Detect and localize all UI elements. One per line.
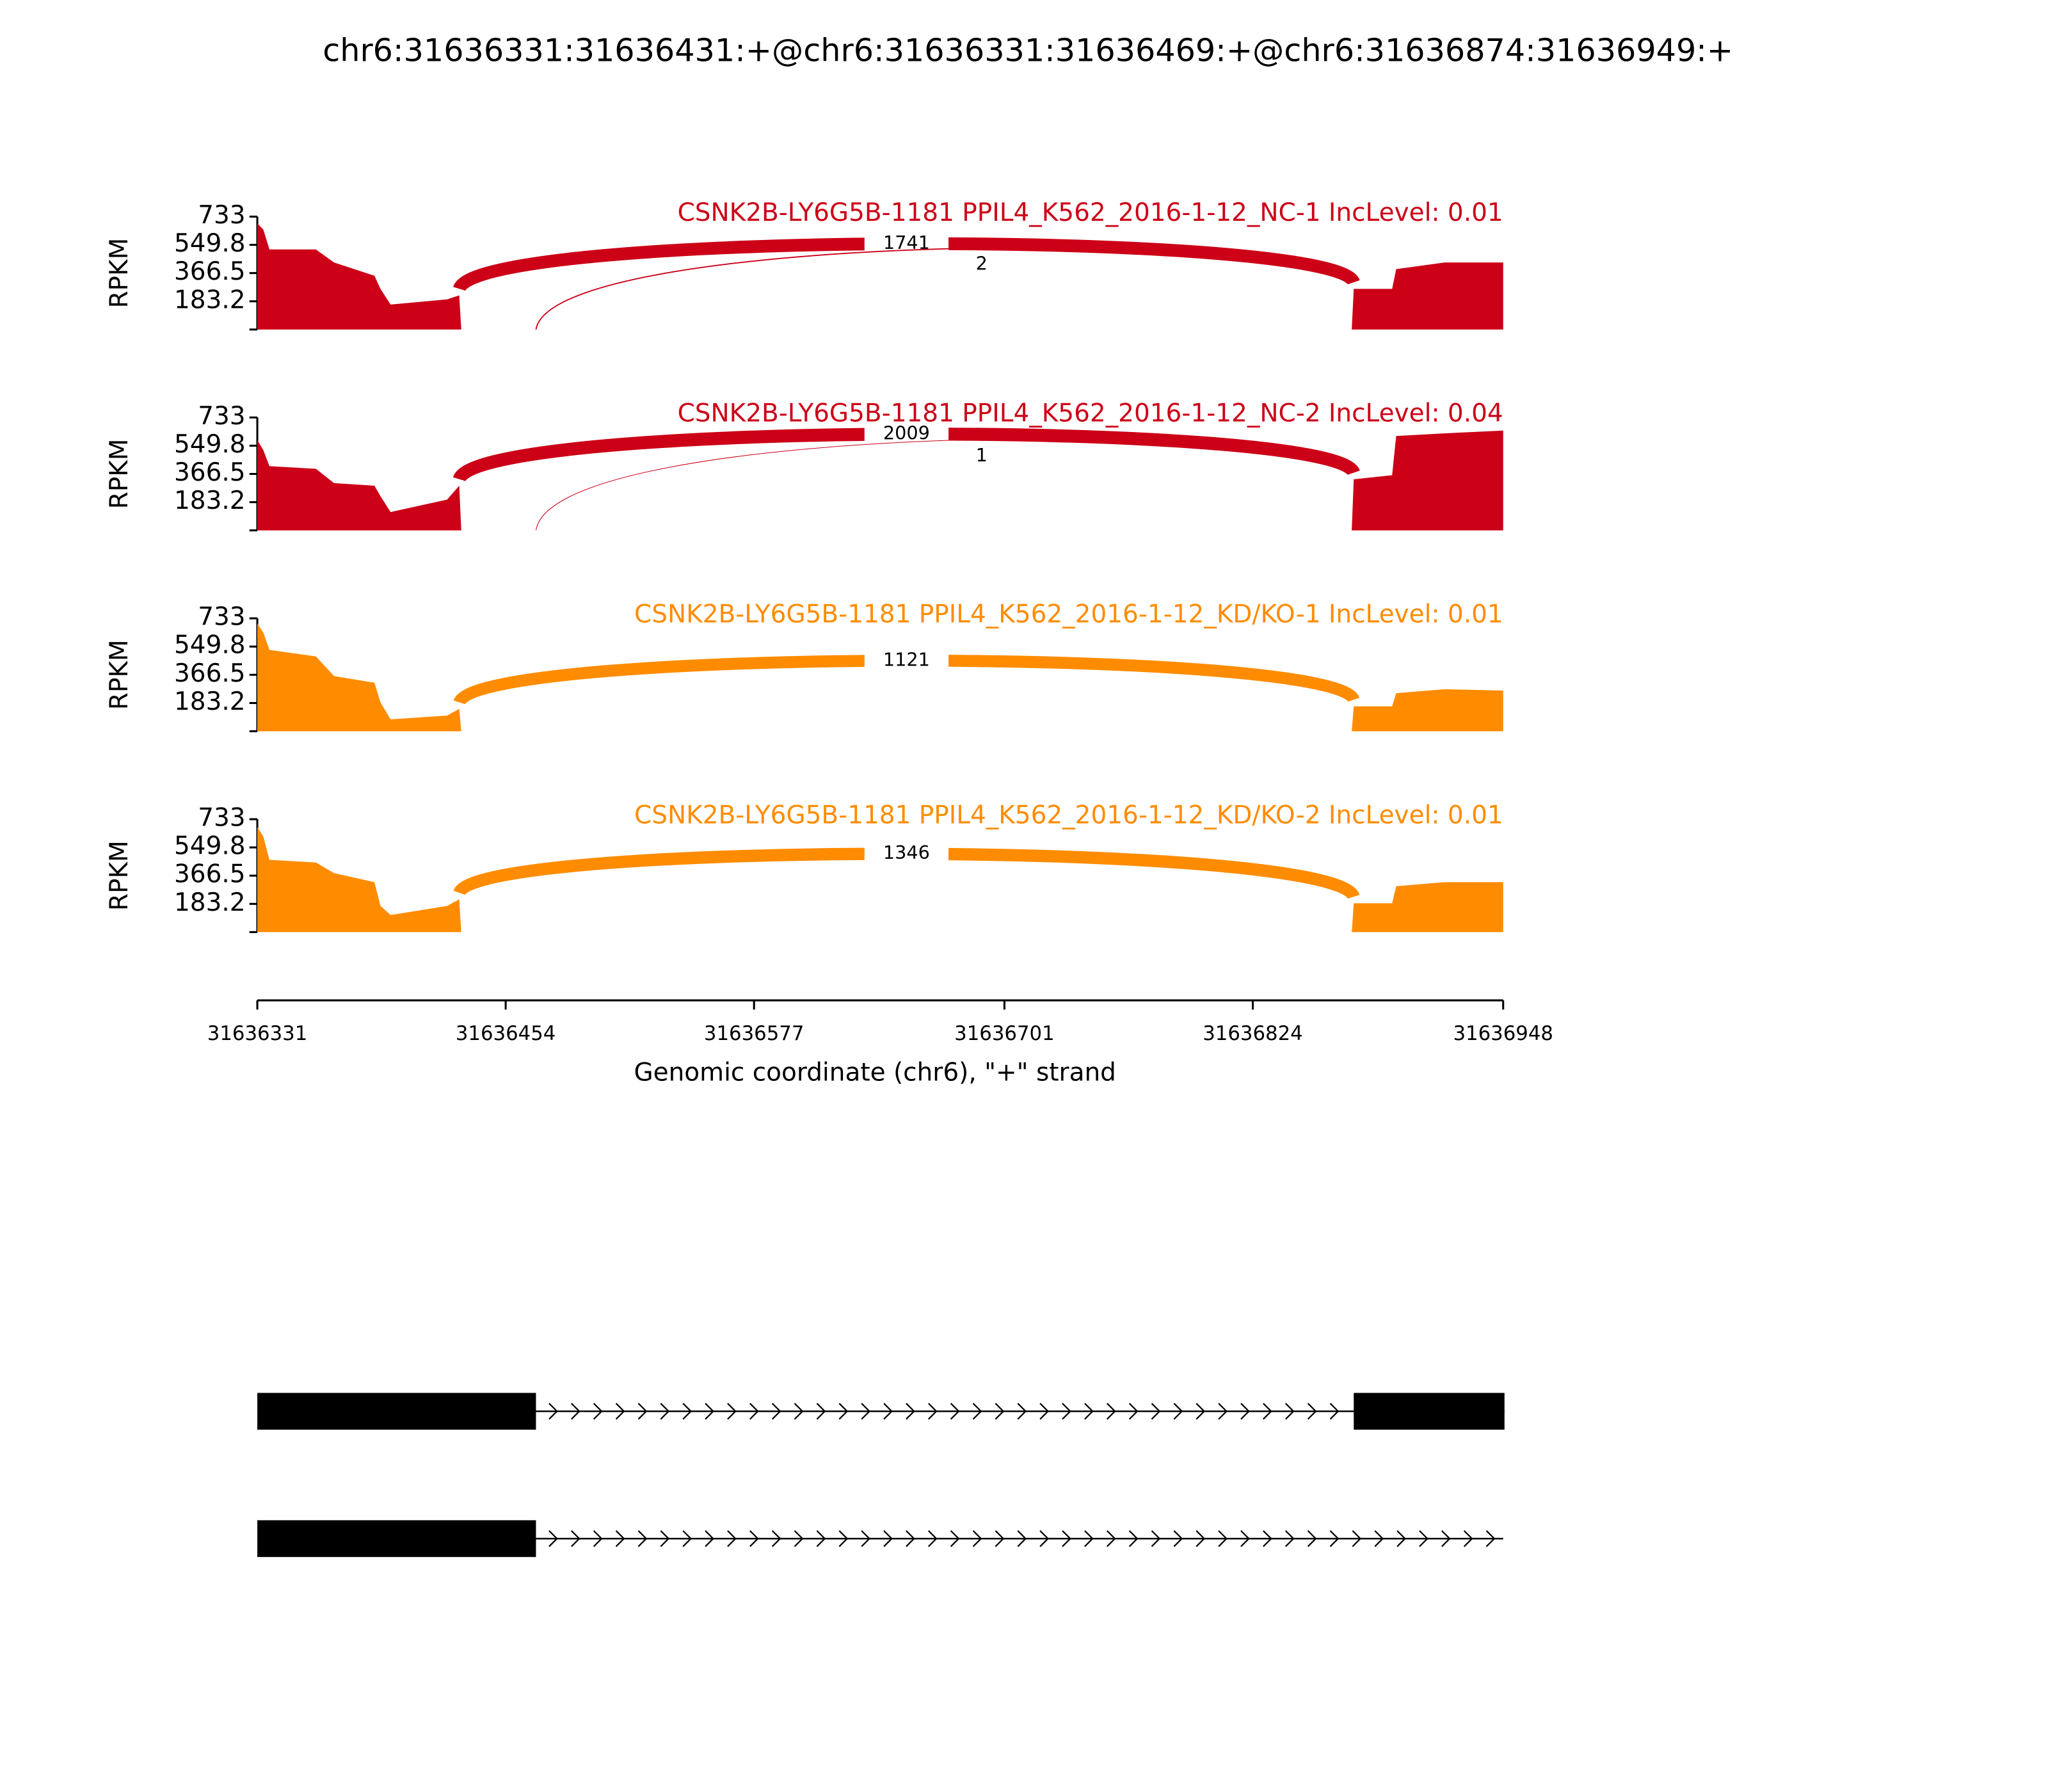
x-tick-label: 31636577 — [704, 1022, 804, 1045]
y-tick-label: 183.2 — [174, 285, 246, 314]
y-tick-label: 733 — [198, 804, 245, 833]
x-tick-label: 31636331 — [207, 1022, 308, 1045]
strand-arrows — [548, 1403, 1340, 1420]
y-tick-label: 183.2 — [174, 888, 246, 917]
y-tick-label: 549.8 — [174, 832, 246, 861]
x-axis-label: Genomic coordinate (chr6), "+" strand — [634, 1058, 1116, 1087]
panel-title: CSNK2B-LY6G5B-1181 PPIL4_K562_2016-1-12_… — [634, 801, 1503, 829]
coverage-area — [257, 623, 1503, 732]
panel-title: CSNK2B-LY6G5B-1181 PPIL4_K562_2016-1-12_… — [678, 198, 1503, 227]
y-axis-label: RPKM — [105, 639, 134, 710]
y-tick-label: 733 — [198, 603, 245, 632]
y-tick-label: 549.8 — [174, 229, 246, 258]
exon — [257, 1520, 536, 1557]
y-tick-label: 366.5 — [174, 458, 246, 487]
x-tick-label: 31636454 — [456, 1022, 556, 1045]
exon — [1354, 1393, 1505, 1430]
x-tick-label: 31636824 — [1203, 1022, 1303, 1045]
strand-arrows — [548, 1530, 1496, 1548]
coverage-area — [257, 223, 1503, 330]
y-axis-label: RPKM — [105, 439, 134, 509]
x-tick-label: 31636948 — [1453, 1022, 1553, 1045]
y-tick-label: 733 — [198, 402, 245, 431]
transcript — [257, 1393, 1505, 1430]
transcript — [257, 1520, 1503, 1557]
y-tick-label: 733 — [198, 201, 245, 230]
y-tick-label: 549.8 — [174, 631, 246, 660]
y-tick-label: 366.5 — [174, 860, 246, 889]
y-tick-label: 183.2 — [174, 687, 246, 716]
x-tick-label: 31636701 — [954, 1022, 1055, 1045]
coverage-area — [257, 827, 1503, 932]
y-axis-label: RPKM — [105, 840, 134, 911]
junction-arc — [535, 438, 1354, 531]
junction-count: 1 — [976, 444, 988, 466]
junction-label-bg — [902, 444, 987, 468]
junction-count: 1121 — [883, 648, 930, 670]
plot-title: chr6:31636331:31636431:+@chr6:31636331:3… — [323, 32, 1733, 69]
y-tick-label: 183.2 — [174, 486, 246, 515]
y-axis-label: RPKM — [105, 238, 134, 308]
exon — [257, 1393, 536, 1430]
y-tick-label: 366.5 — [174, 257, 246, 286]
y-tick-label: 366.5 — [174, 659, 246, 688]
junction-label-bg — [864, 648, 949, 673]
junction-count: 2 — [976, 252, 988, 274]
junction-label-bg — [902, 252, 987, 276]
junction-count: 1346 — [883, 842, 930, 863]
panel-title: CSNK2B-LY6G5B-1181 PPIL4_K562_2016-1-12_… — [678, 399, 1503, 428]
junction-label-bg — [864, 842, 949, 866]
y-tick-label: 549.8 — [174, 430, 246, 459]
panel-title: CSNK2B-LY6G5B-1181 PPIL4_K562_2016-1-12_… — [634, 600, 1503, 629]
junction-count: 2009 — [883, 422, 930, 444]
junction-arc — [535, 246, 1355, 330]
coverage-area — [257, 430, 1503, 531]
